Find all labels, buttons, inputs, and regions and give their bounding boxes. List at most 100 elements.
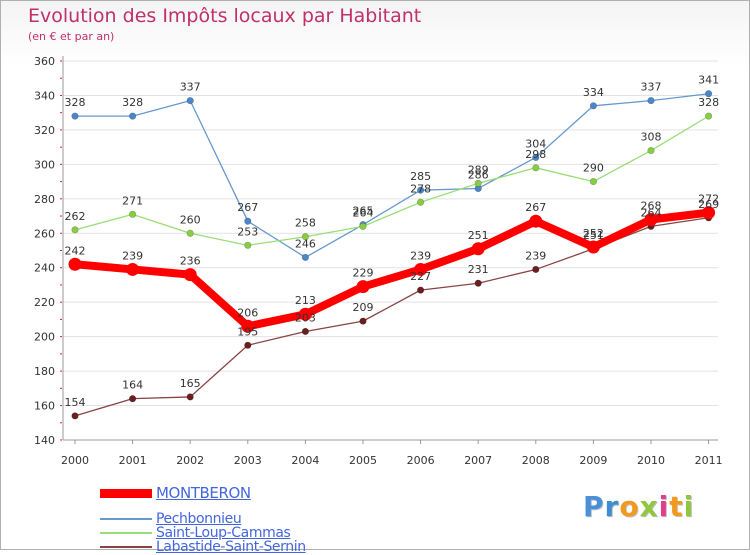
series-labastide-saint-sernin — [71, 214, 713, 420]
y-tick-label: 160 — [34, 400, 55, 413]
data-point — [474, 179, 482, 187]
y-tick-label: 320 — [34, 124, 55, 137]
data-point — [471, 242, 485, 256]
data-label: 154 — [65, 396, 86, 409]
data-point — [532, 153, 540, 162]
x-tick-label: 2009 — [579, 454, 607, 467]
data-label: 164 — [122, 379, 143, 392]
y-tick-label: 240 — [34, 262, 55, 275]
data-point — [129, 395, 137, 403]
legend-label: Pechbonnieu — [156, 511, 242, 527]
data-point — [241, 319, 255, 333]
legend-swatch — [100, 518, 152, 520]
data-point — [417, 186, 425, 194]
data-label: 258 — [295, 217, 316, 230]
data-label: 206 — [237, 306, 258, 319]
y-tick-label: 340 — [34, 89, 55, 102]
logo-letter: x — [639, 490, 659, 523]
logo-letter: i — [658, 490, 670, 523]
data-label: 264 — [353, 206, 374, 219]
x-tick-label: 2006 — [407, 454, 435, 467]
data-label: 251 — [583, 229, 604, 242]
data-label: 195 — [237, 325, 258, 338]
y-tick-label: 360 — [34, 55, 55, 68]
data-label: 337 — [641, 81, 662, 94]
data-point — [589, 177, 598, 186]
data-point — [359, 222, 367, 230]
logo-letter: P — [583, 490, 605, 523]
data-point — [71, 112, 79, 120]
data-point — [126, 262, 140, 276]
series-saint-loup-cammas — [71, 112, 713, 249]
data-point — [244, 217, 252, 225]
data-point — [417, 198, 425, 206]
x-tick-label: 2001 — [119, 454, 147, 467]
data-point — [301, 327, 310, 336]
data-point — [129, 210, 137, 218]
legend-label: Saint-Loup-Cammas — [156, 525, 291, 541]
data-point — [529, 214, 543, 228]
gridlines — [63, 60, 718, 441]
data-label: 209 — [353, 301, 374, 314]
chart-subtitle: (en € et par an) — [28, 30, 115, 43]
data-label: 236 — [180, 255, 201, 268]
series-line — [74, 115, 710, 246]
data-point — [298, 307, 312, 321]
x-tick-label: 2000 — [61, 454, 89, 467]
chart-title: Evolution des Impôts locaux par Habitant — [28, 5, 422, 27]
data-label: 308 — [641, 131, 662, 144]
data-label: 328 — [698, 96, 719, 109]
data-point — [301, 253, 310, 261]
data-label: 278 — [410, 182, 431, 195]
data-point — [532, 164, 540, 172]
data-point — [71, 412, 79, 420]
data-label: 165 — [180, 377, 201, 390]
data-label: 290 — [583, 162, 604, 175]
x-tick-label: 2002 — [176, 454, 204, 467]
x-tick-label: 2004 — [291, 454, 319, 467]
data-label: 242 — [65, 244, 86, 257]
data-point — [244, 241, 252, 249]
series-pechbonnieu — [71, 90, 713, 261]
series-montberon — [68, 206, 716, 333]
data-label: 203 — [295, 311, 316, 324]
logo-letter: r — [604, 490, 620, 523]
proxiti-logo: Proxiti — [583, 490, 694, 523]
data-label: 304 — [525, 137, 546, 150]
data-label: 246 — [295, 237, 316, 250]
y-tick-label: 280 — [34, 193, 55, 206]
data-label: 229 — [353, 267, 374, 280]
x-tick-label: 2005 — [349, 454, 377, 467]
data-label: 271 — [122, 194, 143, 207]
y-tick-label: 260 — [34, 227, 55, 240]
data-point — [474, 279, 482, 287]
data-point — [589, 102, 598, 110]
data-label: 213 — [295, 294, 316, 307]
x-tick-label: 2008 — [522, 454, 550, 467]
series-line — [74, 93, 710, 259]
data-point — [647, 97, 655, 105]
data-point — [356, 280, 370, 294]
data-point — [359, 317, 367, 325]
data-point — [644, 212, 658, 226]
data-label: 286 — [468, 168, 489, 181]
data-label: 289 — [468, 163, 489, 176]
data-label: 267 — [525, 201, 546, 214]
data-point — [129, 112, 137, 120]
legend-swatch — [100, 489, 152, 498]
data-point — [244, 341, 252, 349]
data-label: 264 — [641, 206, 662, 219]
data-label: 267 — [237, 201, 258, 214]
data-point — [702, 206, 716, 220]
data-label: 341 — [698, 74, 719, 87]
data-label: 262 — [65, 210, 86, 223]
data-label: 251 — [468, 229, 489, 242]
data-label: 253 — [237, 225, 258, 238]
data-label: 328 — [122, 96, 143, 109]
x-tick-label: 2003 — [234, 454, 262, 467]
data-point — [647, 146, 655, 155]
logo-letter: o — [619, 490, 640, 523]
y-tick-label: 300 — [34, 158, 55, 171]
y-tick-label: 180 — [34, 365, 55, 378]
